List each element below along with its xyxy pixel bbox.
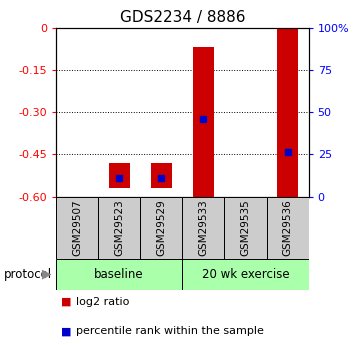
Bar bbox=[151, 163, 172, 188]
Text: GSM29535: GSM29535 bbox=[240, 199, 251, 256]
Text: log2 ratio: log2 ratio bbox=[76, 297, 129, 307]
Bar bbox=[225, 197, 266, 259]
Bar bbox=[193, 47, 214, 197]
Bar bbox=[109, 163, 130, 188]
Text: GSM29529: GSM29529 bbox=[156, 199, 166, 256]
Text: GSM29536: GSM29536 bbox=[283, 199, 293, 256]
Text: percentile rank within the sample: percentile rank within the sample bbox=[76, 326, 264, 336]
Text: ■: ■ bbox=[61, 297, 72, 307]
Bar bbox=[98, 197, 140, 259]
Text: GSM29533: GSM29533 bbox=[198, 199, 208, 256]
Bar bbox=[182, 197, 225, 259]
Text: ■: ■ bbox=[61, 326, 72, 336]
Text: 20 wk exercise: 20 wk exercise bbox=[202, 268, 289, 281]
Text: protocol: protocol bbox=[4, 268, 52, 281]
Title: GDS2234 / 8886: GDS2234 / 8886 bbox=[119, 10, 245, 25]
Bar bbox=[56, 197, 98, 259]
Text: GSM29523: GSM29523 bbox=[114, 199, 124, 256]
Bar bbox=[56, 259, 182, 290]
Bar bbox=[140, 197, 182, 259]
Bar bbox=[277, 28, 298, 197]
Bar bbox=[182, 259, 309, 290]
Text: ▶: ▶ bbox=[42, 268, 51, 281]
Bar bbox=[266, 197, 309, 259]
Text: GSM29507: GSM29507 bbox=[72, 199, 82, 256]
Text: baseline: baseline bbox=[94, 268, 144, 281]
